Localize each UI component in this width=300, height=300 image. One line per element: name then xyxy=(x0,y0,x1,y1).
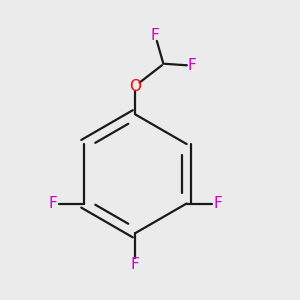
Text: O: O xyxy=(129,79,141,94)
Text: F: F xyxy=(48,196,57,211)
Text: F: F xyxy=(187,58,196,73)
Text: F: F xyxy=(150,28,159,43)
Text: F: F xyxy=(214,196,222,211)
Text: F: F xyxy=(131,257,140,272)
